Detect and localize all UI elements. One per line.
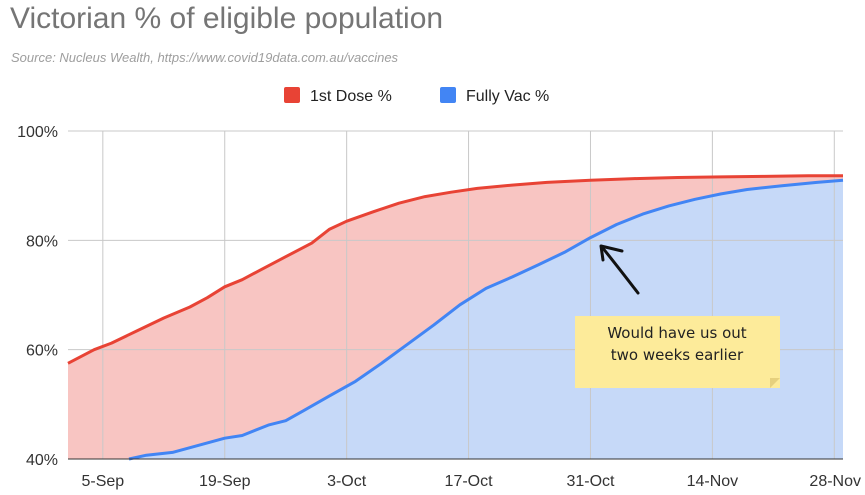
annotation-arrow (599, 244, 640, 295)
y-tick-label: 100% (17, 124, 58, 141)
x-tick-label: 14-Nov (687, 473, 739, 490)
x-tick-label: 28-Nov (809, 473, 861, 490)
x-tick-label: 17-Oct (445, 473, 494, 490)
x-tick-label: 31-Oct (566, 473, 615, 490)
y-tick-label: 60% (26, 343, 58, 360)
series-line-fully-vac (128, 178, 844, 461)
y-tick-label: 40% (26, 452, 58, 469)
annotation-line-2: two weeks earlier (611, 346, 744, 364)
chart-title: Victorian % of eligible population (10, 2, 444, 35)
annotation-note: Would have us out two weeks earlier (575, 316, 780, 388)
series-line-first-dose (67, 174, 843, 365)
legend-swatch-fully-vac (440, 87, 456, 103)
legend-swatch-first-dose (284, 87, 300, 103)
x-tick-label: 3-Oct (327, 473, 367, 490)
area-fully-vac (129, 180, 843, 459)
legend-label-fully-vac: Fully Vac % (466, 88, 549, 105)
x-tick-label: 19-Sep (199, 473, 251, 490)
annotation-line-1: Would have us out (607, 324, 746, 342)
chart-subtitle: Source: Nucleus Wealth, https://www.covi… (11, 50, 399, 65)
legend: 1st Dose % Fully Vac % (284, 87, 549, 105)
x-tick-label: 5-Sep (81, 473, 124, 490)
y-tick-label: 80% (26, 233, 58, 250)
legend-label-first-dose: 1st Dose % (310, 88, 392, 105)
